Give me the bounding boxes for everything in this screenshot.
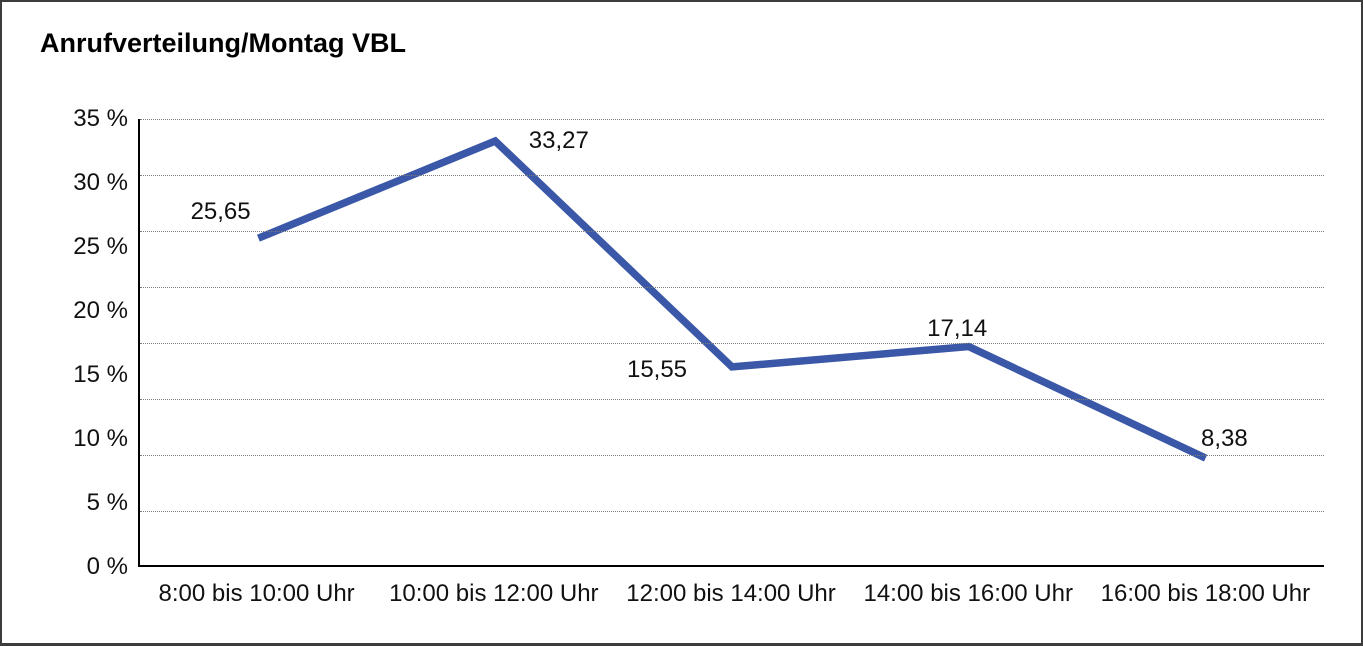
chart-title: Anrufverteilung/Montag VBL	[40, 28, 406, 58]
plot-area: 25,65 33,27 15,55 17,14 8,38	[138, 119, 1324, 567]
gridline	[140, 455, 1324, 456]
y-tick-label: 20 %	[73, 297, 128, 324]
y-tick-label: 30 %	[73, 169, 128, 196]
trend-line	[256, 136, 1208, 462]
data-point-label: 15,55	[626, 355, 688, 383]
gridline	[140, 175, 1324, 176]
x-category-label: 8:00 bis 10:00 Uhr	[158, 580, 355, 607]
y-axis-tick-labels: 35 % 30 % 25 % 20 % 15 % 10 % 5 % 0 %	[2, 105, 128, 580]
gridline	[140, 343, 1324, 344]
y-tick-label: 35 %	[73, 105, 128, 132]
y-tick-label: 5 %	[86, 489, 128, 516]
gridline	[140, 399, 1324, 400]
x-category-label: 10:00 bis 12:00 Uhr	[389, 580, 599, 607]
y-tick-label: 10 %	[73, 425, 128, 452]
gridline	[140, 231, 1324, 232]
y-tick-label: 0 %	[86, 553, 128, 580]
gridline	[140, 287, 1324, 288]
data-point-label: 33,27	[528, 127, 589, 155]
gridline	[140, 119, 1324, 120]
x-category-label: 14:00 bis 16:00 Uhr	[863, 580, 1073, 607]
trend-line-svg	[256, 136, 1208, 462]
x-category-label: 16:00 bis 18:00 Uhr	[1100, 580, 1311, 607]
y-tick-label: 25 %	[73, 233, 128, 260]
data-point-label: 8,38	[1201, 424, 1248, 452]
y-tick-label: 15 %	[73, 361, 128, 388]
x-category-label: 12:00 bis 14:00 Uhr	[626, 580, 836, 607]
data-point-label: 17,14	[927, 314, 988, 342]
data-point-label: 25,65	[190, 197, 251, 225]
x-axis-category-labels: 8:00 bis 10:00 Uhr 10:00 bis 12:00 Uhr 12:…	[138, 580, 1324, 612]
gridline	[140, 511, 1324, 512]
